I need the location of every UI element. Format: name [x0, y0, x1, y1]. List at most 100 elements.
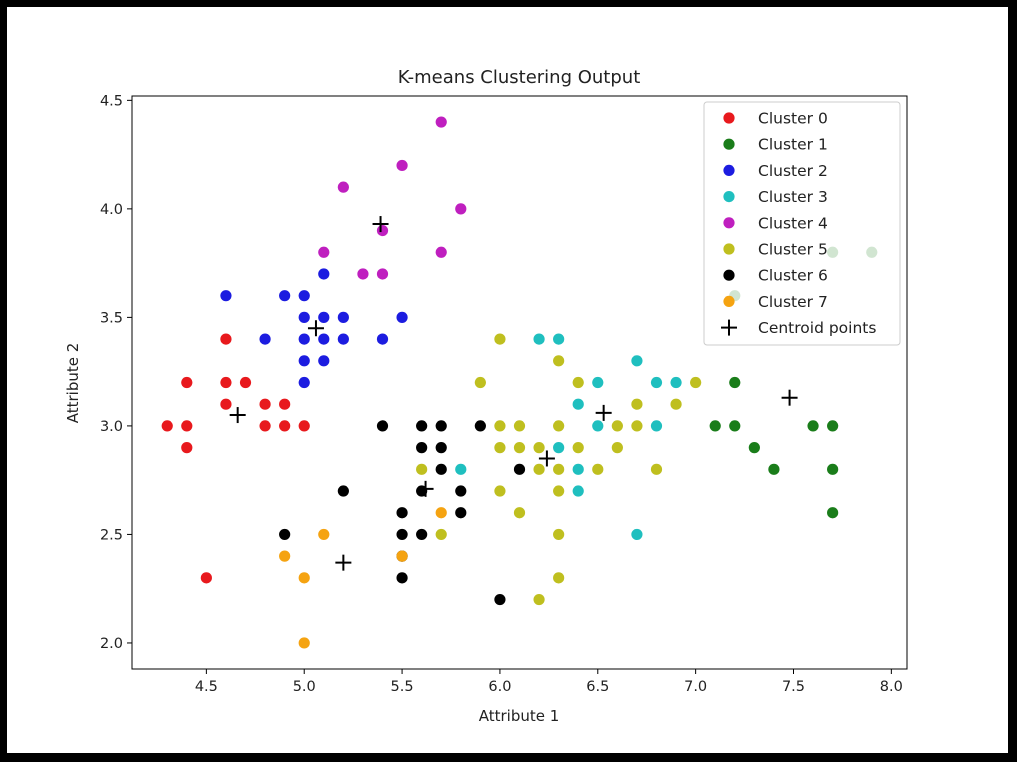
- plot-area: 4.5 5.0 5.5 6.0 6.5 7.0 7.5 8.0 2.0 2.5 3.0 3.5 4.0…: [100, 93, 908, 695]
- cluster-7-point: [318, 528, 330, 541]
- cluster-4-point: [396, 159, 408, 172]
- cluster-4-point: [376, 224, 389, 237]
- cluster-7-point: [298, 572, 310, 584]
- cluster-3-point: [631, 355, 643, 367]
- cluster-0-point: [279, 398, 291, 410]
- cluster-5-point: [611, 420, 623, 432]
- cluster-0-point: [181, 376, 193, 389]
- cluster-4-point: [376, 268, 389, 280]
- cluster-5-point: [494, 333, 506, 345]
- legend-items: Cluster 0 Cluster 1 Cluster 2 Cluster 3 Clus…: [721, 110, 876, 337]
- cluster-7-point: [298, 637, 310, 649]
- cluster-4-point: [435, 116, 447, 128]
- cluster-5-point: [533, 593, 545, 606]
- cluster-5-point: [553, 528, 565, 541]
- legend-marker: [723, 269, 735, 281]
- legend: Cluster 0 Cluster 1 Cluster 2 Cluster 3 Clus…: [703, 101, 901, 346]
- cluster-1-point: [729, 420, 741, 432]
- cluster-0-point: [239, 376, 252, 389]
- centroid-marker: [307, 320, 324, 337]
- cluster-5-point: [494, 442, 506, 454]
- cluster-3-point: [670, 376, 682, 389]
- cluster-3-point: [455, 463, 467, 475]
- cluster-2-point: [318, 311, 330, 323]
- legend-label: Cluster 5: [758, 241, 828, 259]
- cluster-2-point: [298, 290, 310, 302]
- cluster-6-point: [416, 420, 428, 432]
- cluster-2-point: [220, 290, 232, 302]
- centroid-marker: [538, 450, 555, 467]
- x-tick-label: 5.0: [293, 679, 316, 695]
- legend-marker: [723, 164, 735, 176]
- cluster-0-point: [181, 442, 193, 454]
- cluster-6-point: [494, 593, 506, 606]
- legend-marker: [723, 243, 735, 255]
- cluster-2-point: [376, 333, 389, 345]
- cluster-2-point: [279, 290, 291, 302]
- cluster-5-point: [553, 420, 565, 432]
- cluster-6-point: [376, 420, 389, 432]
- legend-label: Cluster 1: [758, 136, 828, 154]
- cluster-5-point: [513, 507, 526, 519]
- cluster-5-point: [670, 398, 682, 410]
- cluster-2-point: [259, 333, 271, 345]
- cluster-2-point: [318, 355, 330, 367]
- x-tick-label: 6.5: [586, 679, 609, 695]
- cluster-2-point: [337, 333, 349, 345]
- cluster-5-point: [611, 442, 623, 454]
- cluster-0-point: [259, 420, 271, 432]
- cluster-7-point: [396, 550, 408, 562]
- cluster-0-point: [298, 420, 310, 432]
- cluster-0-point: [220, 333, 232, 345]
- legend-label: Cluster 0: [758, 110, 828, 128]
- cluster-5-point: [474, 376, 486, 389]
- cluster-4-point: [337, 181, 349, 193]
- cluster-6-point: [455, 507, 467, 519]
- centroid-markers: [229, 216, 798, 571]
- cluster-1-point: [827, 507, 839, 519]
- cluster-6-point: [416, 442, 428, 454]
- cluster-2-point: [298, 355, 310, 367]
- legend-marker: [723, 217, 735, 229]
- cluster-5-point: [435, 528, 447, 541]
- centroid-marker: [372, 216, 389, 233]
- centroid-marker: [335, 554, 352, 571]
- x-tick-label: 5.5: [391, 679, 414, 695]
- cluster-5-point: [572, 442, 584, 454]
- cluster-6-point: [396, 507, 408, 519]
- cluster-3-point: [631, 528, 643, 541]
- cluster-5-point: [631, 398, 643, 410]
- x-axis-ticks: 4.5 5.0 5.5 6.0 6.5 7.0 7.5 8.0: [195, 669, 903, 695]
- cluster-4-point: [318, 246, 330, 258]
- cluster-6-point: [435, 463, 447, 475]
- cluster-5-point: [533, 463, 545, 475]
- cluster-1-point: [827, 420, 839, 432]
- cluster-3-point: [553, 333, 565, 345]
- cluster-3-point: [650, 376, 663, 389]
- cluster-1-point: [748, 442, 760, 454]
- data-points: [161, 116, 878, 649]
- cluster-1-point: [768, 463, 780, 475]
- cluster-2-point: [298, 376, 310, 389]
- cluster-3-point: [572, 398, 584, 410]
- cluster-4-point: [435, 246, 447, 258]
- cluster-5-point: [494, 420, 506, 432]
- y-tick-label: 4.0: [100, 202, 123, 218]
- legend-marker: [723, 138, 735, 150]
- y-axis-label: Attribute 2: [64, 343, 82, 424]
- cluster-5-point: [592, 463, 604, 475]
- chart-canvas: K-means Clustering Output 4.5 5.0 5.5 6.0 6.…: [7, 7, 1008, 753]
- legend-marker: [723, 295, 735, 307]
- cluster-5-point: [553, 572, 565, 584]
- cluster-0-point: [181, 420, 193, 432]
- cluster-5-point: [553, 463, 565, 475]
- legend-centroid-marker: [721, 319, 737, 336]
- cluster-7-point: [279, 550, 291, 562]
- cluster-6-point: [416, 528, 428, 541]
- cluster-1-point: [827, 463, 839, 475]
- cluster-2-point: [298, 311, 310, 323]
- legend-marker: [723, 112, 735, 124]
- y-tick-label: 3.0: [100, 419, 123, 435]
- legend-label: Cluster 7: [758, 293, 828, 311]
- cluster-3-point: [553, 442, 565, 454]
